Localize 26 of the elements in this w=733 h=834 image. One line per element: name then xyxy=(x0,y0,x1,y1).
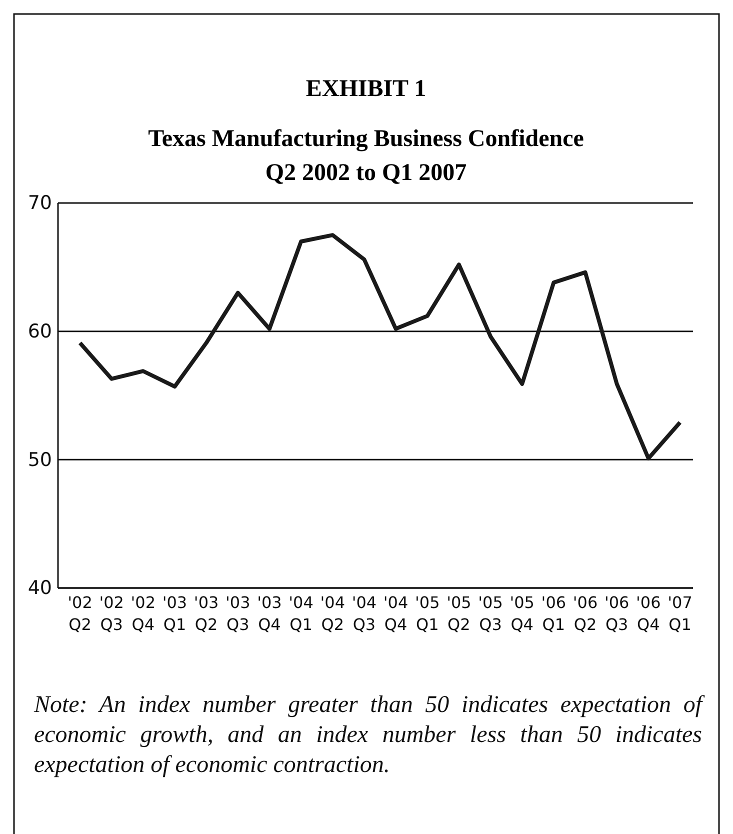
x-tick-label: '02 Q3 xyxy=(99,593,124,634)
y-tick-label: 60 xyxy=(28,320,52,342)
x-tick-label: '05 Q4 xyxy=(510,593,534,634)
x-tick-label: '06 Q2 xyxy=(572,593,598,634)
x-tick-label: '06 Q4 xyxy=(636,593,661,634)
x-tick-label: '05 Q1 xyxy=(414,593,440,634)
chart-subtitle: Texas Manufacturing Business Confidence Q2 2002 to Q1 2007 xyxy=(148,126,584,186)
x-tick-label: '05 Q2 xyxy=(446,593,472,634)
x-tick-label: '04 Q4 xyxy=(383,593,408,634)
y-tick-label: 70 xyxy=(28,192,52,214)
x-tick-label: '02 Q4 xyxy=(130,593,156,634)
x-tick-label: '03 Q4 xyxy=(257,593,282,634)
chart-title: EXHIBIT 1 xyxy=(306,76,426,102)
x-tick-label: '07 Q1 xyxy=(668,593,692,634)
x-tick-label: '06 Q3 xyxy=(604,593,630,634)
y-tick-label: 40 xyxy=(28,577,52,600)
x-tick-label: '03 Q1 xyxy=(162,593,188,634)
x-tick-label: '03 Q3 xyxy=(226,593,250,634)
x-tick-label: '04 Q2 xyxy=(320,593,346,634)
x-tick-label: '06 Q1 xyxy=(541,593,566,634)
x-tick-label: '02 Q2 xyxy=(68,593,92,634)
x-tick-label: '04 Q3 xyxy=(352,593,377,634)
x-tick-label: '04 Q1 xyxy=(288,593,314,634)
y-tick-label: 50 xyxy=(28,448,52,471)
x-tick-label: '05 Q3 xyxy=(478,593,503,634)
x-tick-label: '03 Q2 xyxy=(194,593,219,634)
